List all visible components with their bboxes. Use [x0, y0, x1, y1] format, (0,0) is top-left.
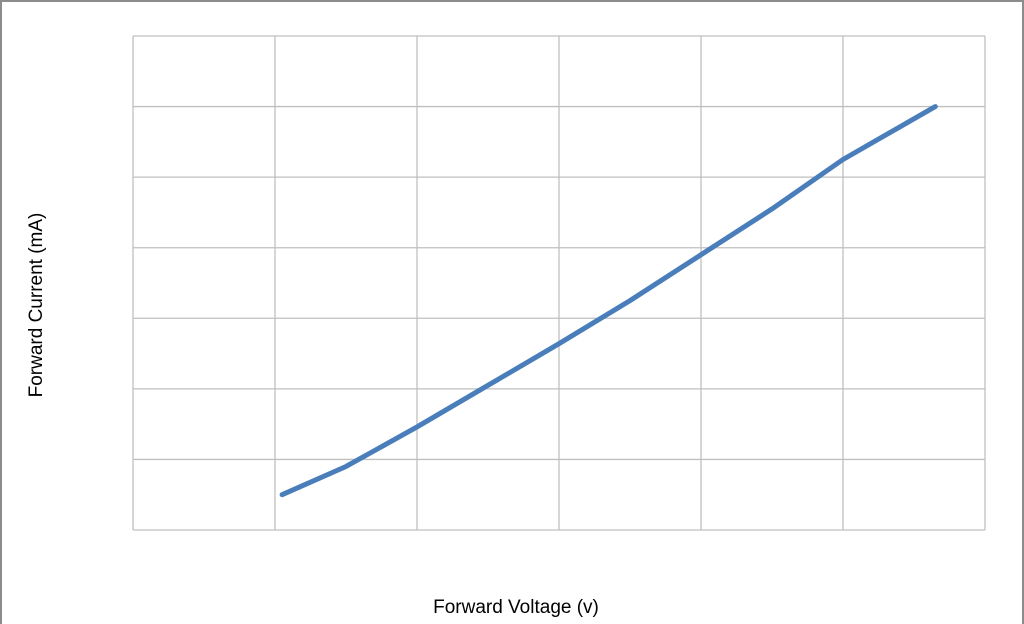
- y-axis-label: Forward Current (mA): [26, 213, 47, 398]
- data-line: [279, 104, 938, 498]
- x-axis-label: Forward Voltage (v): [433, 597, 599, 618]
